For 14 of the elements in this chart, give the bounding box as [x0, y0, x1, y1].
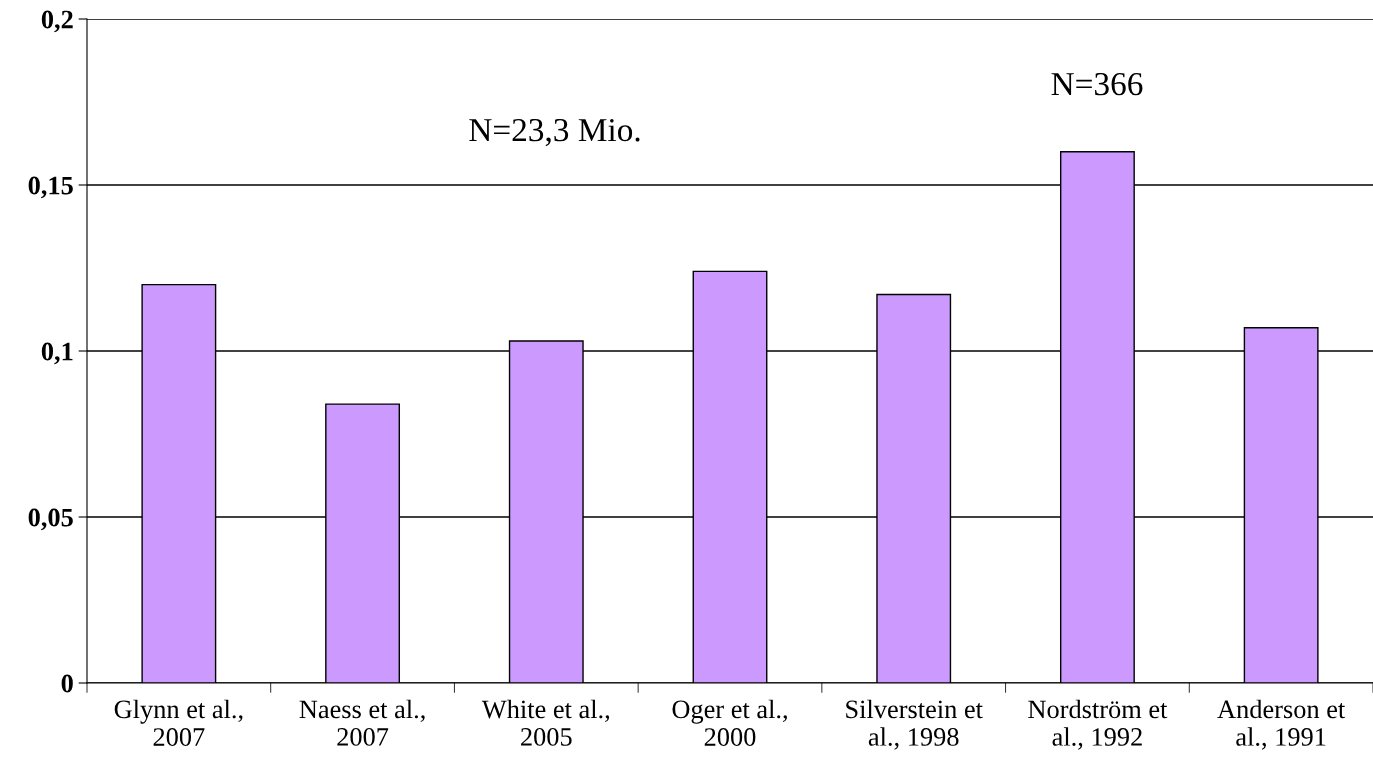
x-tick-label: Silverstein et al., 1998 — [846, 699, 983, 750]
y-tick-label: 0,1 — [41, 342, 73, 365]
x-tick-label: Glynn et al., 2007 — [114, 699, 243, 746]
x-tick-label: Anderson et al., 1991 — [1217, 699, 1346, 750]
x-tick-label: White et al., 2005 — [481, 699, 610, 746]
annotation: N=366 — [1051, 72, 1143, 96]
y-tick-label: 0,15 — [28, 176, 73, 199]
annotation: N=23,3 Mio. — [469, 118, 640, 147]
x-tick-label: Naess et al., 2007 — [299, 699, 425, 746]
x-tick-label: Oger et al., 2000 — [672, 699, 787, 746]
y-tick-label: 0,2 — [41, 10, 73, 33]
x-tick-label: Nordström et al., 1992 — [1028, 699, 1168, 750]
y-tick-label: 0 — [61, 674, 73, 693]
y-tick-label: 0,05 — [28, 508, 73, 531]
